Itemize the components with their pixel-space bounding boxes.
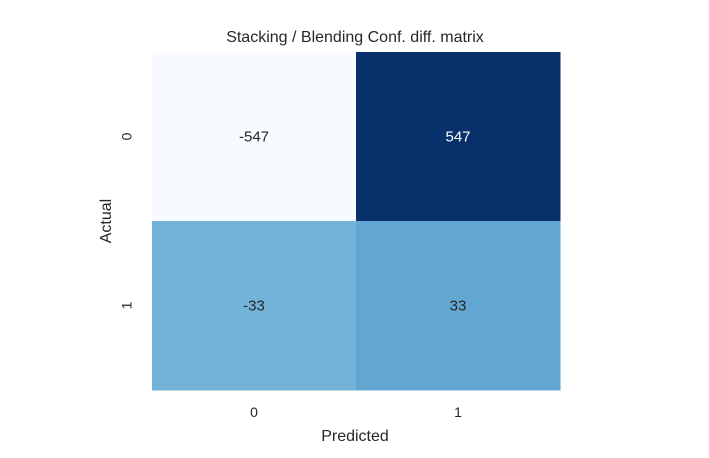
heatmap-cell-label-1-1: 33 — [450, 298, 467, 315]
heatmap-cells — [152, 52, 561, 391]
y-tick-label: 0 — [119, 132, 135, 140]
y-axis-label: Actual — [98, 199, 115, 243]
heatmap-cell-label-0-0: -547 — [239, 129, 269, 146]
x-axis-label: Predicted — [321, 428, 389, 445]
x-tick-label: 0 — [250, 404, 258, 420]
heatmap-cell-0-1 — [356, 52, 561, 222]
heatmap-cell-label-1-0: -33 — [243, 298, 265, 315]
heatmap-cell-0-0 — [152, 52, 357, 222]
y-tick-label: 1 — [119, 301, 135, 309]
heatmap-cell-labels: -547 547 -33 33 — [239, 129, 471, 315]
x-tick-label: 1 — [454, 404, 462, 420]
heatmap-cell-label-0-1: 547 — [445, 129, 470, 146]
heatmap-cell-1-0 — [152, 221, 357, 391]
heatmap-cell-1-1 — [356, 221, 561, 391]
chart-title: Stacking / Blending Conf. diff. matrix — [226, 29, 484, 46]
y-axis-ticks: 01 — [119, 132, 135, 309]
